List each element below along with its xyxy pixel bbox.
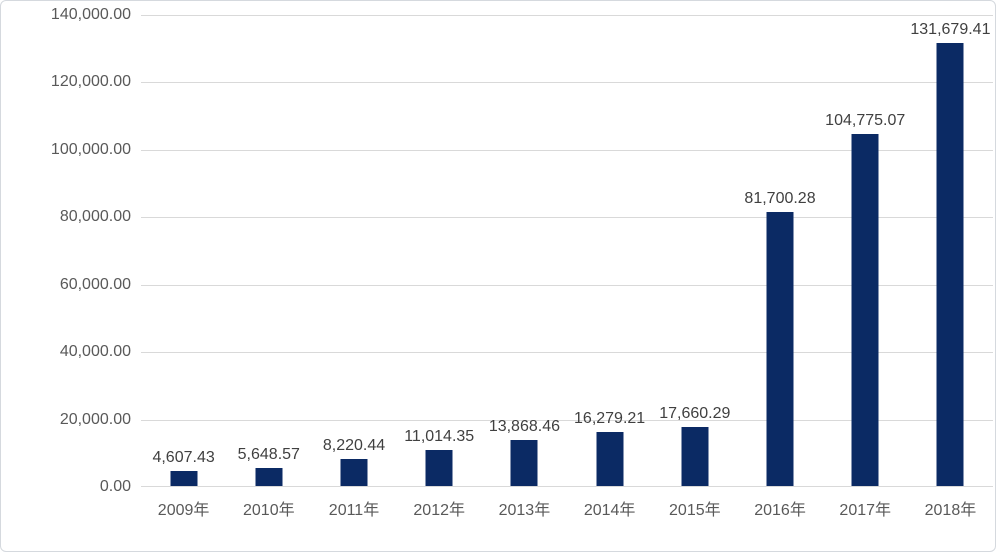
x-axis-category-label: 2015年	[669, 502, 721, 519]
bar-2017年	[851, 133, 879, 487]
data-label: 4,607.43	[152, 449, 215, 467]
bar-slot: 5,648.57	[226, 15, 311, 487]
gridline	[141, 352, 993, 354]
y-axis: 140,000.00 120,000.00 100,000.00 80,000.00 6…	[1, 6, 131, 495]
gridline	[141, 149, 993, 151]
data-label: 131,679.41	[910, 21, 991, 39]
x-axis-category-label: 2013年	[498, 502, 551, 519]
x-axis-category-label: 2014年	[583, 502, 636, 519]
y-axis-tick-label: 120,000.00	[50, 73, 131, 91]
gridline	[141, 419, 993, 421]
data-label: 17,660.29	[659, 405, 731, 423]
x-axis-category-label: 2009年	[157, 502, 210, 519]
bar-slot: 13,868.46	[482, 15, 567, 487]
bar-2015年	[681, 427, 709, 487]
data-label: 5,648.57	[237, 445, 300, 463]
x-axis-category-label: 2016年	[754, 502, 806, 519]
gridline	[141, 82, 993, 84]
bar-2012年	[425, 449, 453, 487]
y-axis-tick-label: 40,000.00	[59, 343, 131, 361]
data-label: 16,279.21	[574, 410, 646, 428]
y-axis-tick-label: 80,000.00	[59, 208, 131, 226]
bar-slot: 81,700.28	[737, 15, 822, 487]
bar-2014年	[596, 432, 624, 487]
data-label: 81,700.28	[744, 189, 816, 207]
bar-2018年	[936, 43, 964, 487]
x-axis: 2009年 2010年 2011年 2012年 2013年 2014年 2015年 2016年…	[141, 496, 993, 520]
bar-2016年	[766, 211, 794, 487]
x-axis-category-label: 2012年	[413, 502, 466, 519]
x-axis-category-label: 2017年	[839, 502, 892, 519]
bar-slot: 104,775.07	[823, 15, 908, 487]
x-axis-category-label: 2011年	[328, 502, 380, 519]
bar-2010年	[255, 467, 283, 487]
x-axis-category-label: 2018年	[924, 502, 977, 519]
bar-2011年	[340, 459, 368, 487]
y-axis-tick-label: 60,000.00	[59, 275, 131, 293]
gridline	[141, 15, 993, 16]
data-label: 8,220.44	[322, 437, 386, 455]
gridline	[141, 217, 993, 219]
y-axis-tick-label: 20,000.00	[59, 410, 131, 428]
bar-slot: 11,014.35	[397, 15, 482, 487]
bar-slot: 8,220.44	[311, 15, 396, 487]
bars: 4,607.43 5,648.57 8,220.44 11,014.35 13,868.…	[141, 15, 993, 487]
gridline	[141, 284, 993, 286]
x-axis-line	[141, 486, 993, 487]
y-axis-tick-label: 0.00	[99, 478, 131, 495]
bar-slot: 131,679.41	[908, 15, 993, 487]
data-label: 104,775.07	[825, 111, 906, 129]
bar-slot: 17,660.29	[652, 15, 737, 487]
y-axis-tick-label: 100,000.00	[50, 140, 131, 158]
y-axis-tick-label: 140,000.00	[50, 6, 131, 23]
bar-2009年	[170, 471, 198, 487]
bar-slot: 16,279.21	[567, 15, 652, 487]
data-label: 11,014.35	[404, 427, 475, 445]
x-axis-category-label: 2010年	[243, 502, 295, 519]
bar-2013年	[510, 440, 538, 487]
bar-slot: 4,607.43	[141, 15, 226, 487]
data-label: 13,868.46	[488, 418, 560, 436]
plot-area: 4,607.43 5,648.57 8,220.44 11,014.35 13,868.…	[141, 15, 993, 487]
